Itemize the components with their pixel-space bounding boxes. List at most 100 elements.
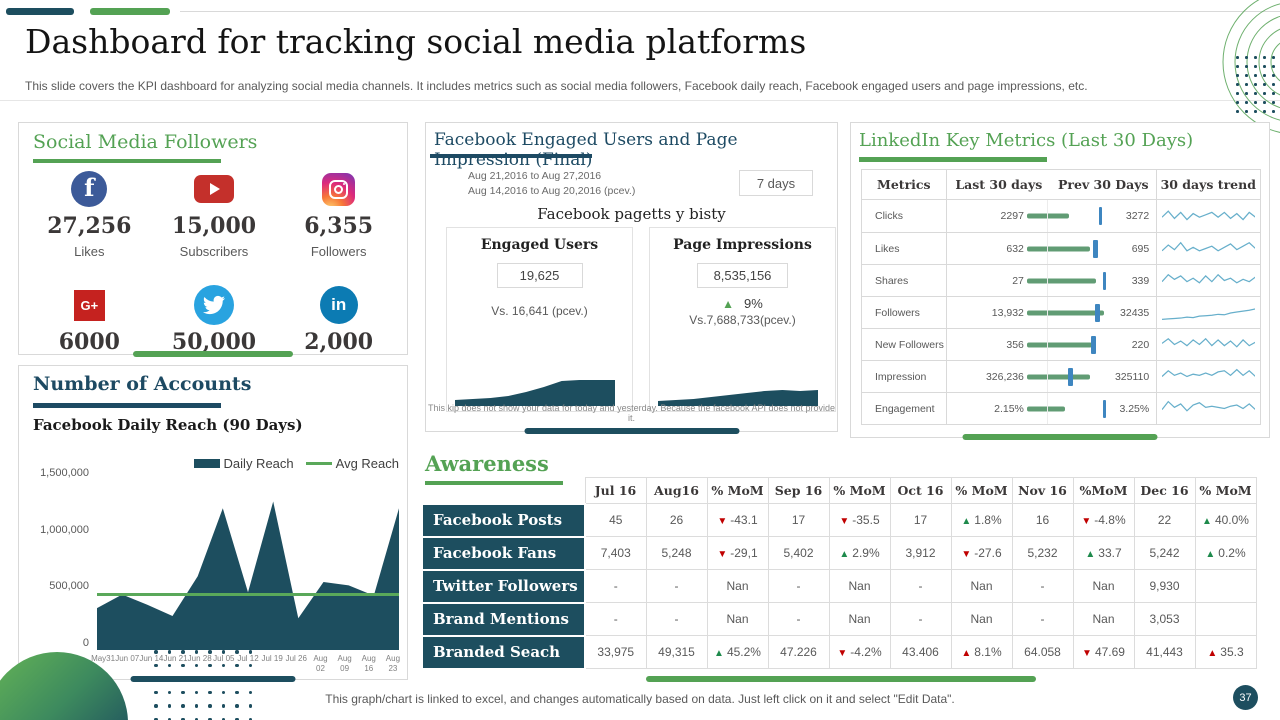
- y-tick-label: 1,000,000: [40, 523, 89, 536]
- last-30-value: 2.15%: [994, 402, 1024, 415]
- metric-bars: 13,932 32435: [947, 297, 1156, 328]
- linkedin-metrics-title: LinkedIn Key Metrics (Last 30 Days): [859, 130, 1194, 151]
- awareness-underline: [425, 481, 563, 485]
- engaged-users-value: 19,625: [496, 263, 583, 288]
- page-impressions-vs: Vs.7,688,733(pcev.): [689, 313, 796, 327]
- up-triangle-icon: ▲: [961, 648, 972, 659]
- metric-cell: [1194, 602, 1257, 636]
- metric-cell: ▲ 8.1%: [950, 635, 1013, 669]
- facebook-count: 27,256: [47, 213, 132, 239]
- engaged-panel-accent: [524, 428, 739, 434]
- linkedin-metrics-panel: LinkedIn Key Metrics (Last 30 Days) Metr…: [850, 122, 1270, 440]
- x-tick-label: Jun 21: [163, 654, 188, 663]
- month-header: Sep 16: [767, 477, 830, 504]
- up-triangle-icon: ▲: [1202, 516, 1212, 527]
- trend-sparkline: [1155, 393, 1261, 424]
- metric-cell: Nan: [950, 569, 1013, 603]
- down-triangle-icon: ▼: [1082, 648, 1092, 659]
- instagram-icon: [322, 172, 356, 206]
- metric-cell: 9,930: [1133, 569, 1196, 603]
- metric-cell: ▲ 40.0%: [1194, 503, 1257, 537]
- metric-cell: ▼ -4.2%: [828, 635, 891, 669]
- last-30-value: 2297: [1000, 210, 1024, 222]
- up-triangle-icon: ▲: [1085, 549, 1096, 560]
- awareness-accent: [646, 676, 1036, 682]
- instagram-count-label: Followers: [310, 244, 367, 259]
- prev-30-tick: [1099, 207, 1102, 225]
- down-triangle-icon: ▼: [961, 549, 972, 560]
- up-triangle-icon: ▲: [961, 516, 972, 527]
- date-range-current: Aug 21,2016 to Aug 27,2016: [468, 170, 602, 182]
- linkedin-header-metrics: Metrics: [862, 170, 947, 199]
- metric-cell: 5,248: [645, 536, 708, 570]
- last-30-value: 356: [1006, 338, 1024, 351]
- facebook-engaged-title: Facebook Engaged Users and Page Impressi…: [434, 130, 738, 170]
- month-header: % MoM: [950, 477, 1013, 504]
- last-30-bar: [1027, 278, 1096, 283]
- avg-reach-legend-label: Avg Reach: [335, 456, 399, 471]
- prev-30-tick: [1103, 271, 1106, 290]
- header-accent-bar-green: [90, 8, 170, 15]
- metric-label: Likes: [862, 233, 947, 264]
- x-tick-label: Jun 07: [115, 654, 140, 663]
- linkedin-count: 2,000: [304, 329, 374, 355]
- x-tick-label: Jun 14: [139, 654, 164, 663]
- metric-cell: Nan: [828, 569, 891, 603]
- metric-cell: ▼ -29,1: [706, 536, 769, 570]
- decor-dots-top-right: [1236, 56, 1280, 119]
- row-label: Branded Seach: [423, 634, 586, 670]
- page-impressions-delta: ▲ 9%: [650, 296, 835, 311]
- metric-cell: 22: [1133, 503, 1196, 537]
- month-header: % MoM: [1194, 477, 1257, 504]
- page-impressions-card-title: Page Impressions: [673, 237, 812, 253]
- daily-reach-chart-title: Facebook Daily Reach (90 Days): [33, 416, 303, 434]
- linkedin-header-trend: 30 days trend: [1155, 170, 1260, 199]
- month-header: % MoM: [828, 477, 891, 504]
- last-30-bar: [1027, 342, 1092, 347]
- metric-cell: Nan: [706, 569, 769, 603]
- last-30-bar: [1027, 406, 1065, 411]
- up-triangle-icon: ▲: [1207, 648, 1218, 659]
- daily-reach-area-chart[interactable]: [93, 480, 399, 650]
- prev-30-value: 695: [1131, 242, 1150, 255]
- awareness-header-row: Jul 16 Aug16% MoM Sep 16% MoM Oct 16% MoM No…: [423, 477, 1257, 504]
- linkedin-metrics-table: Metrics Last 30 days Prev 30 Days 30 day…: [861, 169, 1261, 425]
- linkedin-icon: in: [319, 286, 358, 324]
- api-note: This kip does not show your data for tod…: [427, 403, 836, 423]
- linkedin-header-prev30: Prev 30 Days: [1058, 177, 1149, 192]
- up-triangle-icon: ▲: [722, 297, 735, 311]
- social-item-linkedin: in 2,000: [276, 285, 401, 355]
- metric-cell: 49,315: [645, 635, 708, 669]
- metric-cell: 26: [645, 503, 708, 537]
- x-tick-label: Jun 28: [187, 654, 212, 663]
- number-of-accounts-title: Number of Accounts: [33, 373, 252, 395]
- metric-bars: 27 339: [947, 265, 1156, 296]
- metric-cell: 3,912: [889, 536, 952, 570]
- trend-sparkline: [1155, 297, 1261, 328]
- social-item-googleplus: G+ 6000: [27, 285, 152, 355]
- awareness-row-twitter-followers: Twitter Followers - - Nan - Nan - Nan - Nan 9,930: [423, 568, 1257, 604]
- linkedin-table-header: Metrics Last 30 days Prev 30 Days 30 day…: [862, 170, 1260, 200]
- metric-cell: -: [889, 602, 952, 636]
- metric-cell: -: [767, 602, 830, 636]
- last-30-bar: [1027, 213, 1069, 219]
- metric-cell: -: [584, 602, 647, 636]
- prev-30-value: 220: [1131, 338, 1150, 351]
- metric-cell: ▲ 0.2%: [1194, 536, 1257, 570]
- metric-cell: 7,403: [584, 536, 647, 570]
- avg-reach-swatch: [305, 462, 332, 465]
- prev-30-tick: [1092, 239, 1098, 258]
- page-impressions-delta-value: 9%: [744, 296, 763, 311]
- daily-reach-swatch: [193, 459, 220, 468]
- linkedin-row-impression: Impression 326,236 325110: [862, 360, 1260, 392]
- period-selector-button[interactable]: 7 days: [739, 170, 813, 196]
- metric-label: Clicks: [862, 200, 947, 232]
- social-item-twitter: 50,000: [152, 285, 277, 355]
- metric-cell: Nan: [950, 602, 1013, 636]
- engaged-users-sparkline: [455, 380, 615, 406]
- youtube-icon: [193, 175, 234, 203]
- linkedin-row-new-followers: New Followers 356 220: [862, 328, 1260, 360]
- metric-cell: 47.226: [767, 635, 830, 669]
- row-label: Facebook Fans: [423, 535, 586, 571]
